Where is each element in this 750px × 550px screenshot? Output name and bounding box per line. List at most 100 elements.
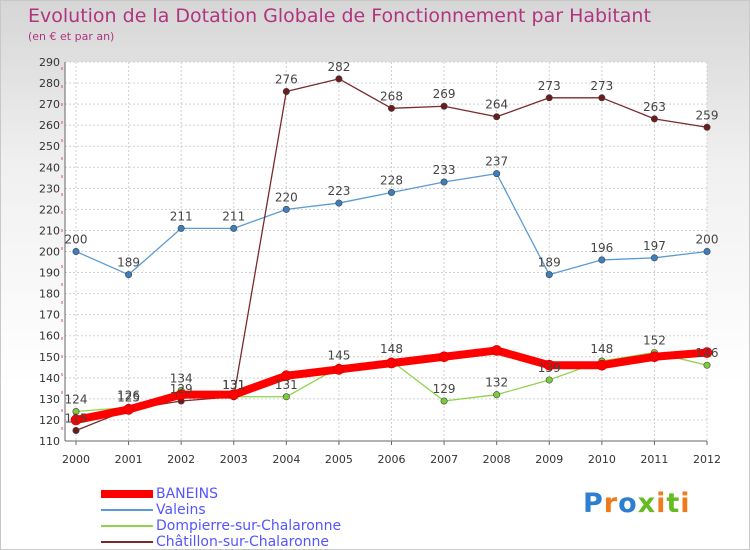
- data-point: [125, 271, 133, 279]
- x-tick-label: 2007: [430, 453, 458, 466]
- data-point: [177, 224, 185, 232]
- logo-letter: i: [656, 488, 667, 519]
- y-tick-label: 240: [39, 161, 60, 174]
- data-point: [438, 351, 450, 363]
- data-point: [70, 414, 82, 426]
- data-point: [228, 389, 240, 400]
- legend-swatch: [101, 490, 153, 498]
- data-label: 211: [170, 209, 193, 223]
- data-label: 220: [275, 190, 298, 204]
- data-point: [440, 102, 448, 110]
- x-tick-label: 2010: [588, 453, 616, 466]
- data-point: [703, 123, 711, 131]
- legend-swatch: [101, 525, 153, 527]
- data-label: 200: [65, 233, 88, 247]
- data-point: [333, 364, 345, 375]
- x-tick-label: 2008: [483, 453, 511, 466]
- data-point: [545, 271, 553, 279]
- data-label: 124: [65, 393, 88, 407]
- data-label: 145: [327, 348, 350, 362]
- data-point: [493, 170, 501, 178]
- data-point: [175, 389, 187, 400]
- x-tick-label: 2009: [535, 453, 563, 466]
- data-point: [72, 426, 80, 434]
- data-label: 269: [433, 87, 456, 101]
- y-tick-label: 290: [39, 56, 60, 69]
- data-label: 200: [696, 233, 719, 247]
- data-label: 139: [538, 361, 561, 375]
- x-tick-label: 2011: [640, 453, 668, 466]
- legend-label: BANEINS: [156, 486, 218, 502]
- data-label: 126: [117, 388, 140, 402]
- logo-letter: x: [637, 488, 657, 519]
- data-point: [281, 370, 292, 382]
- y-tick-label: 220: [39, 203, 60, 216]
- y-tick-label: 150: [39, 351, 60, 364]
- data-label: 131: [222, 378, 245, 392]
- data-label: 223: [327, 184, 350, 198]
- data-point: [386, 357, 397, 369]
- data-point: [230, 224, 238, 232]
- y-tick-label: 120: [39, 414, 60, 427]
- logo-letter: i: [680, 488, 691, 519]
- data-label: 263: [643, 100, 666, 114]
- legend-label: Dompierre-sur-Chalaronne: [156, 518, 342, 534]
- data-point: [598, 256, 606, 264]
- x-tick-label: 2001: [115, 453, 143, 466]
- data-point: [282, 205, 290, 213]
- data-label: 134: [170, 371, 193, 385]
- legend-swatch: [101, 541, 153, 543]
- x-tick-label: 2003: [220, 453, 248, 466]
- data-point: [596, 359, 608, 371]
- logo-letter: P: [583, 488, 604, 519]
- y-tick-label: 260: [39, 119, 60, 132]
- data-label: 152: [643, 334, 666, 348]
- series-0: [70, 345, 713, 426]
- data-point: [335, 199, 343, 207]
- y-tick-label: 160: [39, 330, 60, 343]
- y-tick-label: 130: [39, 393, 60, 406]
- x-tick-label: 2012: [693, 453, 721, 466]
- data-point: [491, 345, 502, 356]
- y-tick-label: 270: [39, 98, 60, 111]
- data-label: 148: [380, 342, 403, 356]
- x-tick-label: 2006: [378, 453, 406, 466]
- legend-item: BANEINS: [101, 486, 401, 502]
- data-point: [650, 254, 658, 262]
- data-point: [282, 87, 290, 95]
- legend-swatch: [101, 509, 153, 511]
- legend: BANEINS Valeins Dompierre-sur-Chalaronne Ch…: [101, 486, 401, 550]
- y-tick-label: 110: [39, 435, 60, 448]
- data-point: [387, 104, 395, 112]
- data-point: [650, 115, 658, 123]
- data-point: [335, 75, 343, 83]
- legend-label: Valeins: [156, 502, 206, 518]
- data-label: 115: [65, 411, 88, 425]
- data-label: 189: [117, 256, 140, 270]
- data-point: [701, 347, 713, 358]
- chart-title: Evolution de la Dotation Globale de Fonc…: [28, 5, 651, 27]
- data-point: [493, 113, 501, 121]
- data-label: 125: [117, 390, 140, 404]
- data-label: 233: [433, 163, 456, 177]
- data-label: 189: [538, 256, 561, 270]
- data-label: 282: [327, 60, 350, 74]
- data-point: [545, 94, 553, 102]
- data-point: [703, 248, 711, 256]
- data-label: 197: [643, 239, 666, 253]
- legend-item: Dompierre-sur-Chalaronne: [101, 518, 401, 534]
- data-point: [703, 361, 711, 369]
- data-point: [72, 248, 80, 256]
- data-label: 129: [433, 382, 456, 396]
- chart-subtitle: (en € et par an): [28, 30, 115, 43]
- logo-letter: o: [618, 488, 638, 519]
- logo-letter: t: [666, 488, 681, 519]
- data-point: [440, 397, 448, 405]
- legend-item: Châtillon-sur-Chalaronne: [101, 534, 401, 550]
- y-tick-label: 210: [39, 224, 60, 237]
- data-point: [440, 178, 448, 186]
- data-label: 132: [485, 376, 508, 390]
- data-point: [493, 391, 501, 399]
